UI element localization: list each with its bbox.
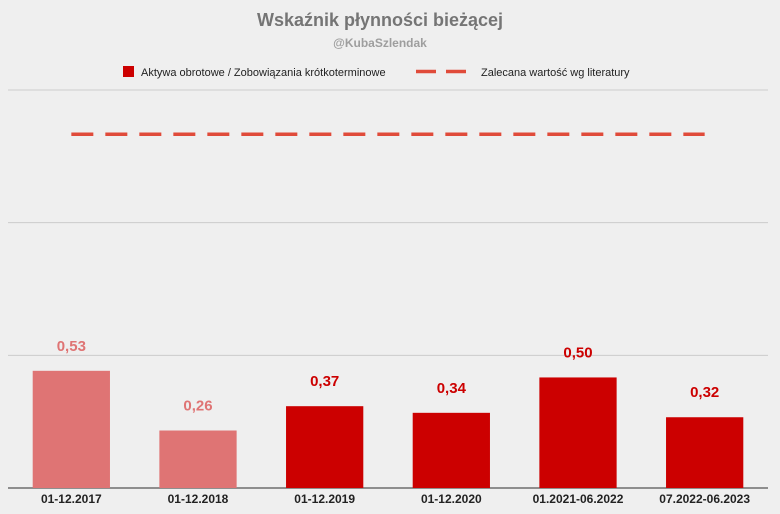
x-tick-label: 01-12.2020: [421, 492, 482, 506]
x-tick-label: 01-12.2019: [294, 492, 355, 506]
data-label-01-12.2017: 0,53: [57, 338, 86, 355]
x-tick-label: 07.2022-06.2023: [659, 492, 750, 506]
legend-label-bars: Aktywa obrotowe / Zobowiązania krótkoter…: [141, 67, 386, 79]
bar-01-12.2018: [159, 430, 237, 488]
data-label-01-12.2019: 0,37: [310, 373, 339, 390]
legend: Aktywa obrotowe / Zobowiązania krótkoter…: [123, 66, 630, 79]
bars: [32, 370, 744, 488]
bar-01-12.2017: [32, 370, 110, 488]
data-label-01-12.2018: 0,26: [183, 398, 212, 415]
chart-subtitle: @KubaSzlendak: [333, 36, 427, 50]
x-axis-ticks: 01-12.2017 01-12.2018 01-12.2019 01-12.2020…: [41, 492, 750, 506]
bar-01-12.2019: [286, 406, 364, 488]
legend-swatch-bars: [123, 66, 134, 77]
data-label-01.2021-06.2022: 0,50: [563, 344, 592, 361]
gridlines: [8, 89, 768, 489]
bar-07.2022-06.2023: [666, 417, 744, 488]
data-labels: 0,53 0,26 0,37 0,34 0,50 0,32: [57, 338, 720, 415]
x-tick-label: 01-12.2018: [168, 492, 229, 506]
bar-01-12.2020: [412, 412, 490, 488]
legend-label-reference-line: Zalecana wartość wg literatury: [481, 67, 630, 79]
x-tick-label: 01.2021-06.2022: [533, 492, 624, 506]
x-tick-label: 01-12.2017: [41, 492, 102, 506]
bar-01.2021-06.2022: [539, 377, 617, 488]
chart-title: Wskaźnik płynności bieżącej: [257, 10, 503, 30]
data-label-01-12.2020: 0,34: [437, 380, 467, 397]
data-label-07.2022-06.2023: 0,32: [690, 384, 719, 401]
